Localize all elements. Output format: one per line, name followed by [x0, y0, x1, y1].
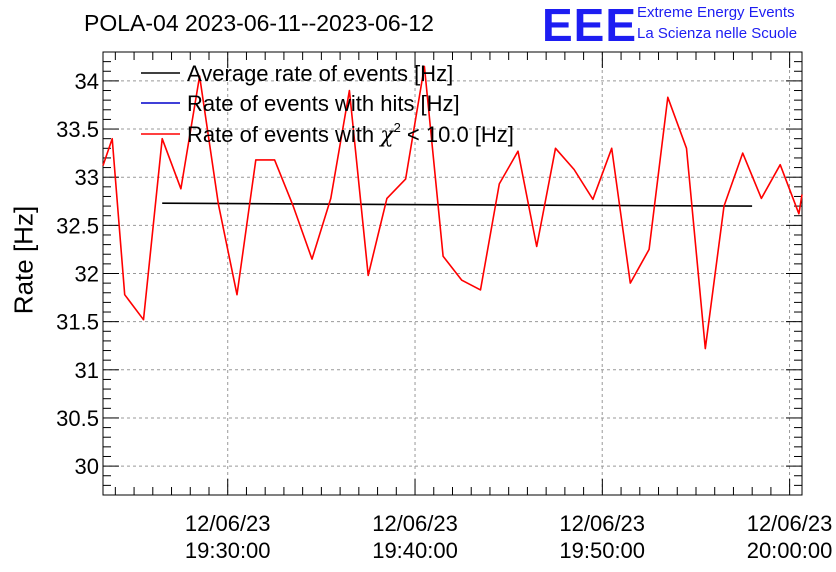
y-tick-label: 33	[75, 165, 99, 190]
x-tick-date-label: 12/06/23	[747, 511, 833, 536]
grid-lines	[103, 52, 802, 495]
y-tick-label: 33.5	[56, 117, 99, 142]
x-tick-time-label: 19:30:00	[185, 538, 271, 563]
x-tick-time-label: 20:00:00	[747, 538, 833, 563]
x-tick-date-label: 12/06/23	[372, 511, 458, 536]
chart-title: POLA-04 2023-06-11--2023-06-12	[84, 10, 434, 36]
legend-label-2: Rate of events with χ2 < 10.0 [Hz]	[187, 120, 514, 148]
axes: 3030.53131.53232.53333.53412/06/2319:30:…	[56, 51, 833, 563]
x-tick-time-label: 19:50:00	[559, 538, 645, 563]
x-tick-date-label: 12/06/23	[559, 511, 645, 536]
y-tick-label: 31	[75, 358, 99, 383]
eee-logo: EEE	[542, 0, 638, 51]
legend-label-1: Rate of events with hits [Hz]	[187, 91, 460, 116]
y-tick-label: 32.5	[56, 213, 99, 238]
series-line-2	[102, 65, 803, 350]
logo-text-line1: Extreme Energy Events	[637, 4, 795, 21]
y-tick-label: 31.5	[56, 310, 99, 335]
data-series	[102, 65, 803, 350]
logo-text-line2: La Scienza nelle Scuole	[637, 25, 798, 42]
legend: Average rate of events [Hz] Rate of event…	[141, 61, 514, 148]
x-tick-date-label: 12/06/23	[185, 511, 271, 536]
y-tick-label: 30	[75, 454, 99, 479]
series-line-0	[162, 202, 753, 207]
y-tick-label: 34	[75, 69, 99, 94]
y-tick-label: 30.5	[56, 406, 99, 431]
x-tick-time-label: 19:40:00	[372, 538, 458, 563]
legend-label-0: Average rate of events [Hz]	[187, 61, 453, 86]
y-tick-label: 32	[75, 262, 99, 287]
